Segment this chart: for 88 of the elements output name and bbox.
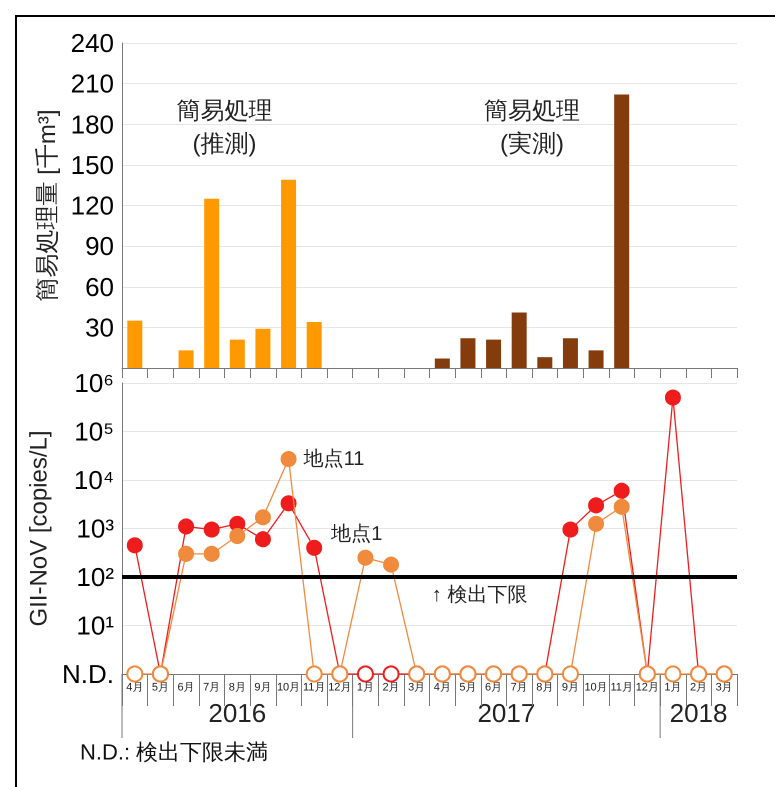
x-tick-label: 8月 [228, 682, 246, 694]
y-tick-label: 90 [85, 231, 114, 262]
bar [614, 94, 630, 368]
point [204, 546, 220, 562]
point [280, 495, 297, 512]
bar [588, 350, 604, 368]
x-tick-label: 8月 [536, 682, 554, 694]
x-tick-label: 6月 [178, 682, 195, 694]
bar [562, 338, 578, 368]
bar [204, 198, 220, 368]
x-tick-label: 3月 [716, 682, 733, 694]
x-tick-label: 9月 [562, 682, 579, 694]
text: N.D.: 検出下限未満 [80, 740, 268, 764]
point [588, 497, 604, 514]
x-tick-label: 11月 [610, 682, 633, 694]
x-tick-label: 12月 [328, 682, 352, 694]
y-tick-label: 60 [85, 272, 114, 302]
y-tick-label: 30 [85, 312, 114, 342]
bar [460, 338, 476, 368]
point [664, 390, 681, 406]
x-tick-label: 11月 [302, 682, 326, 694]
y-tick-label: 10¹ [76, 610, 114, 640]
bar [255, 328, 270, 368]
x-tick-label: 7月 [510, 682, 528, 694]
y-axis-title: GII-NoV [copies/L] [26, 430, 53, 627]
point [357, 550, 374, 566]
text: 2016 [208, 698, 266, 728]
point [562, 522, 578, 538]
y-axis-title: 簡易処理量 [千m³] [34, 110, 62, 302]
y-tick-label: 180 [70, 109, 114, 140]
point [588, 516, 604, 532]
series-label: 地点1 [330, 522, 382, 545]
point [229, 528, 246, 544]
x-tick-label: 4月 [126, 682, 144, 694]
point [254, 531, 271, 548]
y-tick-label: 10² [76, 562, 114, 592]
x-tick-label: 12月 [636, 682, 659, 694]
point [383, 556, 400, 573]
point [178, 546, 194, 562]
series-label: 地点11 [302, 448, 364, 470]
point [306, 666, 323, 682]
series-label: 簡易処理 (推測) [176, 98, 272, 158]
y-tick-label: 120 [70, 190, 114, 220]
point [614, 498, 630, 515]
text: 2017 [477, 698, 536, 728]
point [562, 666, 579, 682]
x-tick-label: 5月 [152, 682, 169, 694]
point [280, 451, 297, 468]
point [614, 482, 630, 499]
x-tick-label: 2月 [690, 682, 708, 694]
y-tick-label: 240 [70, 28, 114, 58]
bar [512, 312, 527, 368]
y-tick-label: 10⁵ [74, 416, 114, 446]
x-tick-label: 1月 [664, 682, 682, 694]
series-label: 簡易処理 (実測) [484, 98, 580, 158]
point [254, 509, 271, 526]
bar [434, 358, 450, 368]
x-tick-label: 6月 [485, 682, 502, 694]
x-tick-label: 4月 [434, 682, 451, 694]
y-tick-label: 10⁶ [74, 368, 114, 398]
x-tick-label: 3月 [408, 682, 426, 694]
ref-line-label: ↑ 検出下限 [432, 584, 528, 606]
x-tick-label: 9月 [254, 682, 272, 694]
bar [230, 340, 245, 368]
x-tick-label: 2月 [382, 682, 400, 694]
text: 2018 [670, 698, 728, 728]
y-tick-label: 210 [70, 68, 114, 99]
point [126, 666, 144, 682]
bar [178, 350, 194, 368]
y-tick-label: 10³ [76, 514, 114, 544]
x-tick-label: 5月 [459, 682, 476, 694]
y-tick-label: 10⁴ [74, 465, 114, 495]
bar [486, 340, 502, 368]
x-tick-label: 1月 [356, 682, 374, 694]
bar [281, 180, 296, 368]
x-tick-label: 10月 [276, 682, 300, 694]
bar [537, 357, 552, 368]
point [204, 522, 220, 538]
x-tick-label: 10月 [584, 682, 608, 694]
point [178, 518, 194, 534]
bar [127, 320, 142, 368]
bar [306, 322, 322, 368]
point [306, 540, 322, 556]
point [126, 537, 143, 554]
y-tick-label: N.D. [62, 659, 114, 689]
x-tick-label: 7月 [203, 682, 220, 694]
point [664, 666, 682, 682]
y-tick-label: 150 [70, 150, 114, 180]
